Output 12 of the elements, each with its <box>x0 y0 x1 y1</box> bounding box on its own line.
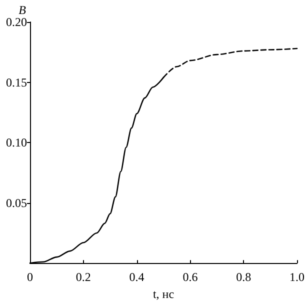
x-tick-label: 0.8 <box>236 270 252 284</box>
y-tick-label: 0.15 <box>6 75 27 90</box>
y-axis-title: B <box>18 3 27 18</box>
x-tick-label: 1.0 <box>290 270 304 284</box>
x-tick-label: 0.6 <box>182 270 198 284</box>
x-axis-title: t, нс <box>152 287 174 301</box>
x-tick-label: 0.4 <box>129 270 144 284</box>
y-tick-label: 0.05 <box>6 196 27 210</box>
y-tick-label: 0.10 <box>6 136 27 150</box>
y-tick-label: 0.20 <box>6 15 27 29</box>
x-tick-label: 0 <box>27 270 33 284</box>
x-tick-label: 0.2 <box>76 270 91 284</box>
